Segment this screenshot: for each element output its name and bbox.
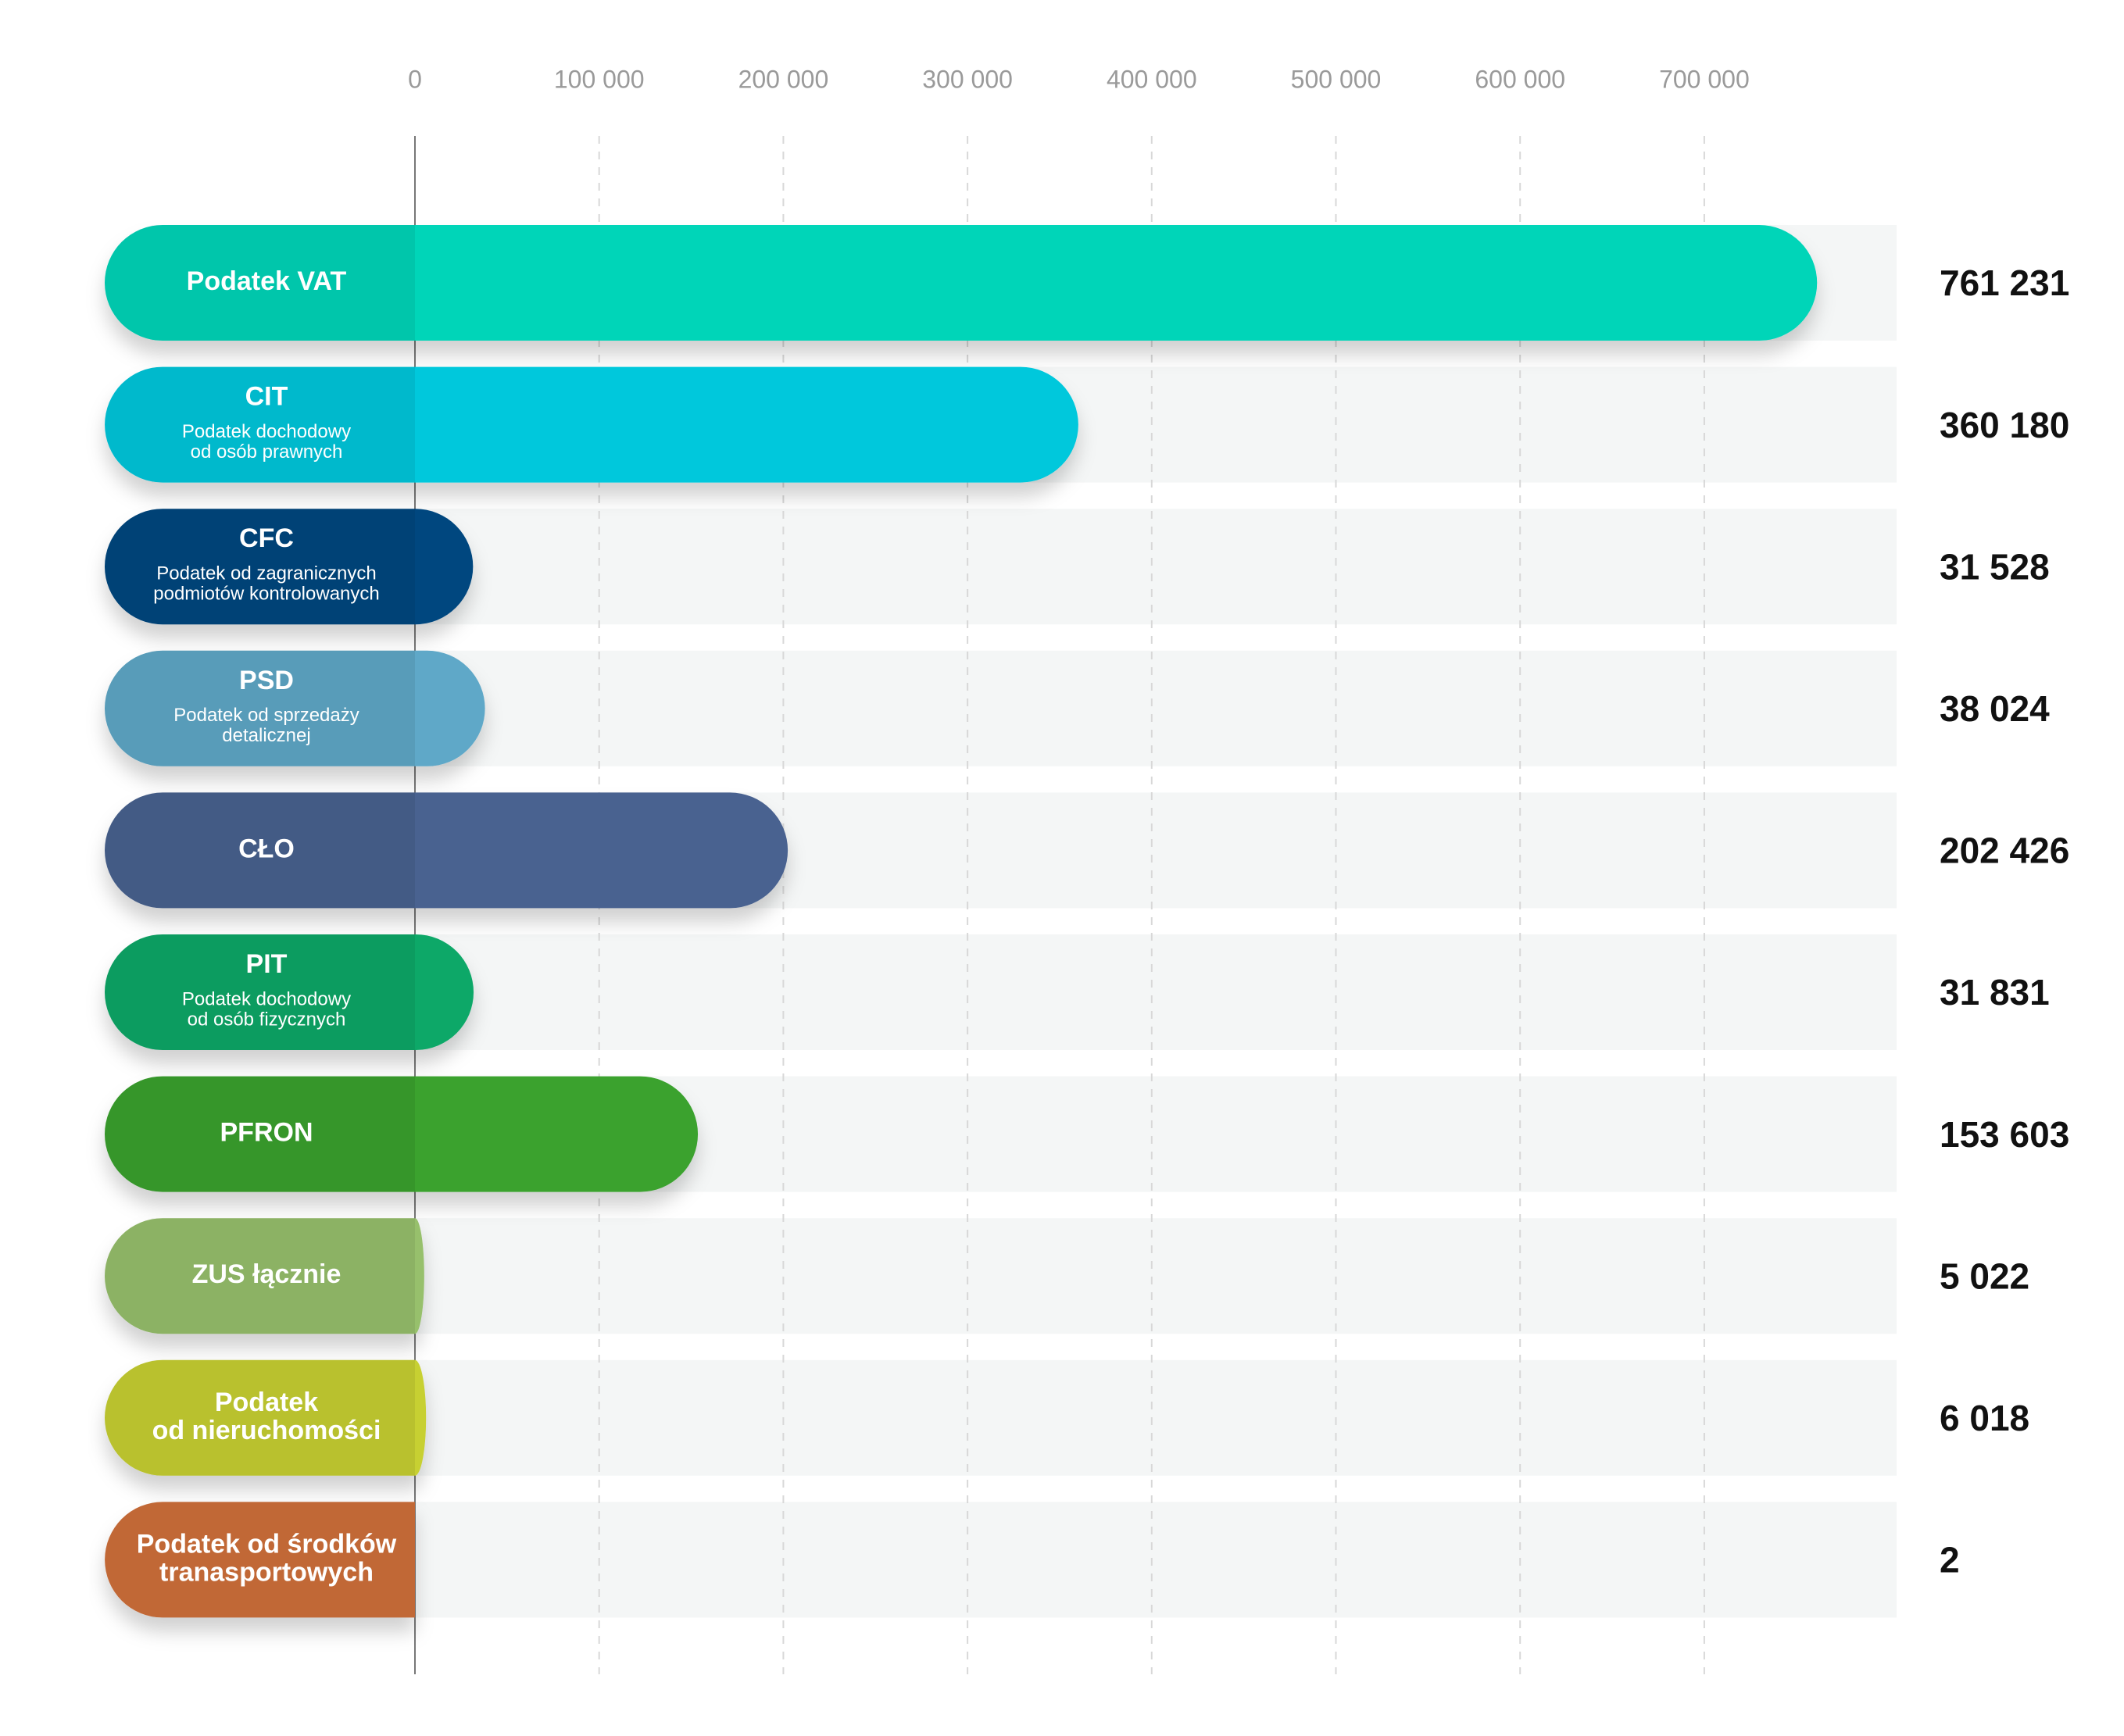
category-pill [105, 509, 415, 625]
category-subtitle: od osób fizycznych [188, 1009, 346, 1030]
x-tick-label: 700 000 [1659, 65, 1750, 93]
pill-shade [105, 1502, 415, 1618]
value-label: 202 426 [1940, 830, 2069, 871]
x-tick-label: 600 000 [1475, 65, 1565, 93]
bar [415, 1218, 424, 1334]
category-pill [105, 1218, 415, 1334]
pill-shade [105, 1076, 415, 1192]
bar-row [105, 1076, 699, 1192]
bar-row [105, 509, 474, 625]
pill-shade [105, 366, 415, 483]
category-label: ZUS łącznie [192, 1259, 341, 1289]
bar [415, 1076, 699, 1192]
category-label: CIT [245, 382, 288, 412]
bar [415, 792, 788, 909]
pill-shade [105, 650, 415, 766]
bar-row [105, 366, 1078, 483]
category-subtitle: Podatek dochodowy [182, 421, 351, 442]
category-subtitle: podmiotów kontrolowanych [153, 584, 380, 605]
bar [415, 366, 1078, 483]
x-tick-label: 200 000 [738, 65, 829, 93]
bar [415, 650, 485, 766]
value-label: 5 022 [1940, 1256, 2029, 1296]
category-label: od nieruchomości [152, 1416, 381, 1445]
bar [415, 509, 474, 625]
value-label: 6 018 [1940, 1398, 2029, 1438]
bar-row [105, 792, 788, 909]
bar-row [105, 225, 1818, 341]
category-label: Podatek od środków [137, 1529, 397, 1559]
category-label: PIT [246, 949, 288, 979]
bar-row [105, 650, 485, 766]
category-label: PFRON [220, 1118, 313, 1148]
value-label: 153 603 [1940, 1114, 2069, 1155]
category-pill [105, 1502, 415, 1618]
row-band [152, 1359, 1897, 1476]
bar-row [105, 1218, 424, 1334]
value-label: 31 831 [1940, 972, 2050, 1013]
pill-shade [105, 934, 415, 1050]
x-tick-label: 500 000 [1291, 65, 1382, 93]
row-band [152, 1218, 1897, 1334]
x-tick-label: 300 000 [922, 65, 1013, 93]
pill-shade [105, 1359, 415, 1476]
pill-shade [105, 792, 415, 909]
value-label: 761 231 [1940, 263, 2069, 303]
pill-shade [105, 1218, 415, 1334]
value-label: 2 [1940, 1540, 1960, 1581]
value-label: 360 180 [1940, 405, 2069, 445]
pill-shade [105, 225, 415, 341]
bar-row [105, 1359, 427, 1476]
bar [415, 1359, 427, 1476]
category-pill [105, 1076, 415, 1192]
category-pill [105, 366, 415, 483]
x-tick-label: 100 000 [554, 65, 645, 93]
x-tick-label: 400 000 [1107, 65, 1197, 93]
category-subtitle: detalicznej [222, 725, 310, 746]
category-subtitle: Podatek od zagranicznych [156, 563, 377, 584]
category-pill [105, 1359, 415, 1476]
category-label: tranasportowych [159, 1557, 374, 1587]
category-subtitle: od osób prawnych [191, 441, 343, 463]
category-pill [105, 792, 415, 909]
value-label: 38 024 [1940, 688, 2050, 729]
category-pill [105, 225, 415, 341]
category-label: Podatek VAT [187, 266, 347, 296]
category-label: CŁO [238, 834, 295, 863]
bar-row [105, 934, 474, 1050]
category-subtitle: Podatek dochodowy [182, 988, 351, 1009]
bar [415, 934, 474, 1050]
category-pill [105, 934, 415, 1050]
category-label: CFC [239, 523, 294, 553]
category-pill [105, 650, 415, 766]
category-label: PSD [239, 666, 294, 695]
row-band [152, 1502, 1897, 1618]
bar [415, 225, 1818, 341]
category-subtitle: Podatek od sprzedaży [173, 705, 359, 726]
category-label: Podatek [215, 1388, 318, 1417]
bar-row [105, 1502, 416, 1618]
x-tick-label: 0 [408, 65, 422, 93]
pill-shade [105, 509, 415, 625]
value-label: 31 528 [1940, 546, 2050, 587]
